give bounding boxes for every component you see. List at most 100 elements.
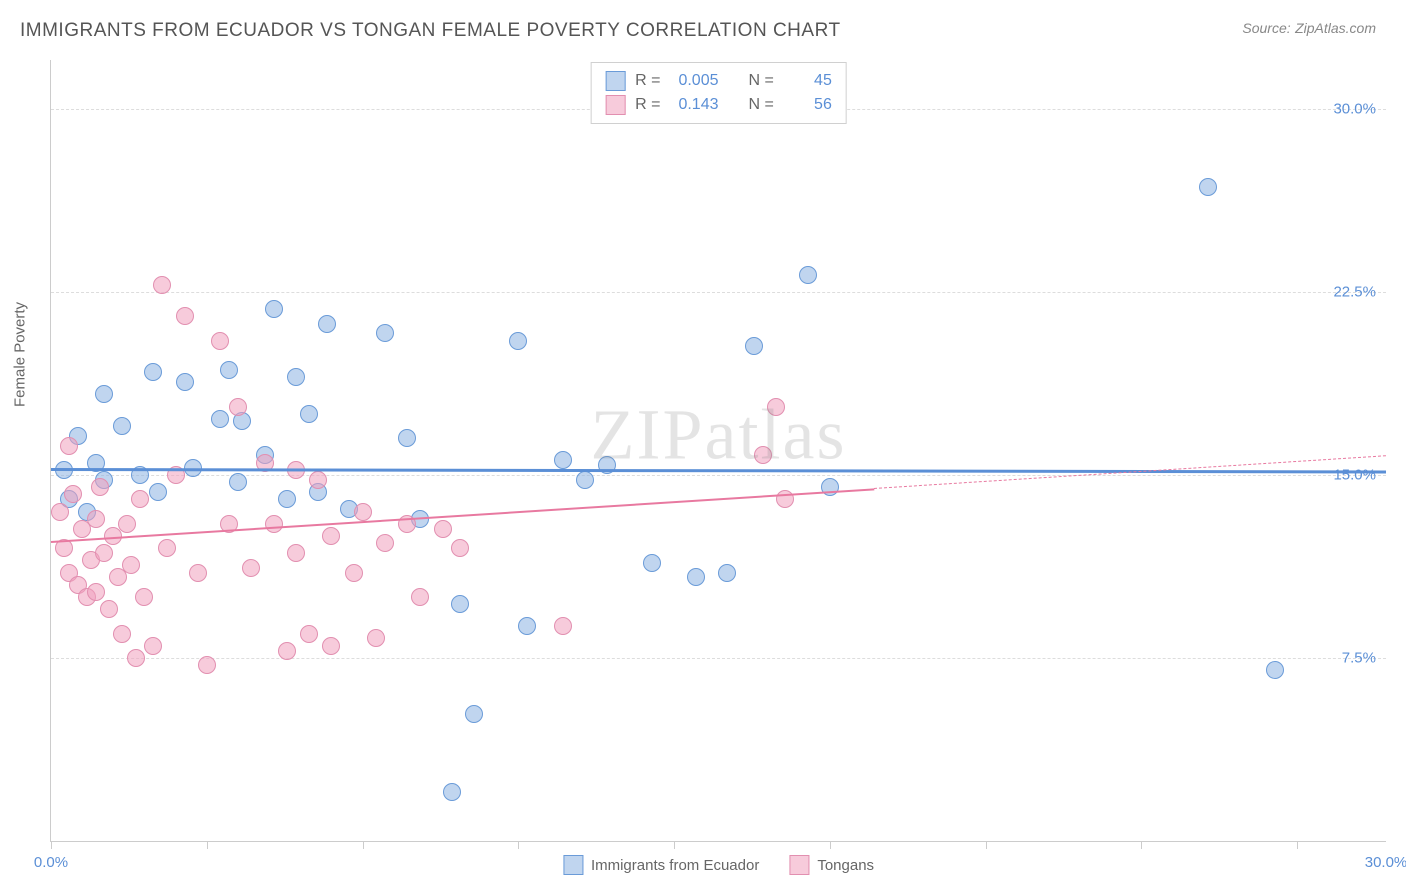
data-point[interactable]	[265, 515, 283, 533]
data-point[interactable]	[745, 337, 763, 355]
data-point[interactable]	[242, 559, 260, 577]
data-point[interactable]	[767, 398, 785, 416]
data-point[interactable]	[518, 617, 536, 635]
legend-series: Immigrants from Ecuador Tongans	[563, 855, 874, 875]
data-point[interactable]	[718, 564, 736, 582]
data-point[interactable]	[509, 332, 527, 350]
data-point[interactable]	[322, 637, 340, 655]
x-tick-label-max: 30.0%	[1365, 854, 1406, 871]
data-point[interactable]	[60, 437, 78, 455]
data-point[interactable]	[95, 385, 113, 403]
data-point[interactable]	[376, 324, 394, 342]
n-value-ecuador: 45	[784, 72, 832, 90]
n-value-tongan: 56	[784, 96, 832, 114]
data-point[interactable]	[220, 361, 238, 379]
data-point[interactable]	[51, 503, 69, 521]
x-tick	[207, 841, 208, 849]
data-point[interactable]	[300, 405, 318, 423]
data-point[interactable]	[278, 642, 296, 660]
legend-row-ecuador: R = 0.005 N = 45	[605, 69, 832, 93]
data-point[interactable]	[754, 446, 772, 464]
data-point[interactable]	[176, 307, 194, 325]
data-point[interactable]	[643, 554, 661, 572]
chart-container: Female Poverty ZIPatlas R = 0.005 N = 45…	[50, 60, 1386, 842]
data-point[interactable]	[153, 276, 171, 294]
data-point[interactable]	[265, 300, 283, 318]
data-point[interactable]	[118, 515, 136, 533]
data-point[interactable]	[278, 490, 296, 508]
data-point[interactable]	[398, 429, 416, 447]
data-point[interactable]	[176, 373, 194, 391]
legend-item-tongan[interactable]: Tongans	[789, 855, 874, 875]
data-point[interactable]	[434, 520, 452, 538]
data-point[interactable]	[367, 629, 385, 647]
data-point[interactable]	[465, 705, 483, 723]
source-attribution: Source: ZipAtlas.com	[1242, 20, 1376, 38]
legend-swatch-tongan-icon	[789, 855, 809, 875]
data-point[interactable]	[687, 568, 705, 586]
data-point[interactable]	[211, 410, 229, 428]
y-tick-label: 22.5%	[1333, 283, 1376, 300]
r-label: R =	[635, 96, 660, 114]
data-point[interactable]	[287, 368, 305, 386]
data-point[interactable]	[149, 483, 167, 501]
data-point[interactable]	[64, 485, 82, 503]
data-point[interactable]	[131, 490, 149, 508]
data-point[interactable]	[122, 556, 140, 574]
data-point[interactable]	[95, 544, 113, 562]
trend-line-tongan-solid	[51, 488, 874, 543]
data-point[interactable]	[554, 617, 572, 635]
data-point[interactable]	[1266, 661, 1284, 679]
x-tick-label-min: 0.0%	[34, 854, 68, 871]
legend-label-tongan: Tongans	[817, 857, 874, 874]
grid-line	[51, 292, 1386, 293]
data-point[interactable]	[322, 527, 340, 545]
x-tick	[830, 841, 831, 849]
n-label: N =	[749, 72, 774, 90]
x-tick	[518, 841, 519, 849]
data-point[interactable]	[451, 595, 469, 613]
data-point[interactable]	[287, 544, 305, 562]
legend-item-ecuador[interactable]: Immigrants from Ecuador	[563, 855, 759, 875]
data-point[interactable]	[144, 637, 162, 655]
data-point[interactable]	[1199, 178, 1217, 196]
data-point[interactable]	[229, 473, 247, 491]
data-point[interactable]	[554, 451, 572, 469]
data-point[interactable]	[345, 564, 363, 582]
data-point[interactable]	[127, 649, 145, 667]
x-tick	[1141, 841, 1142, 849]
data-point[interactable]	[198, 656, 216, 674]
data-point[interactable]	[318, 315, 336, 333]
source-value: ZipAtlas.com	[1295, 20, 1376, 36]
data-point[interactable]	[189, 564, 207, 582]
data-point[interactable]	[158, 539, 176, 557]
data-point[interactable]	[87, 510, 105, 528]
data-point[interactable]	[376, 534, 394, 552]
legend-swatch-tongan	[605, 95, 625, 115]
grid-line	[51, 658, 1386, 659]
data-point[interactable]	[443, 783, 461, 801]
r-value-ecuador: 0.005	[671, 72, 719, 90]
data-point[interactable]	[411, 588, 429, 606]
data-point[interactable]	[144, 363, 162, 381]
x-tick	[986, 841, 987, 849]
data-point[interactable]	[799, 266, 817, 284]
legend-swatch-ecuador	[605, 71, 625, 91]
data-point[interactable]	[354, 503, 372, 521]
y-tick-label: 7.5%	[1342, 649, 1376, 666]
data-point[interactable]	[300, 625, 318, 643]
data-point[interactable]	[309, 471, 327, 489]
data-point[interactable]	[211, 332, 229, 350]
n-label: N =	[749, 96, 774, 114]
data-point[interactable]	[229, 398, 247, 416]
data-point[interactable]	[91, 478, 109, 496]
data-point[interactable]	[113, 417, 131, 435]
legend-correlation-box: R = 0.005 N = 45 R = 0.143 N = 56	[590, 62, 847, 124]
data-point[interactable]	[87, 583, 105, 601]
data-point[interactable]	[576, 471, 594, 489]
data-point[interactable]	[451, 539, 469, 557]
data-point[interactable]	[135, 588, 153, 606]
data-point[interactable]	[113, 625, 131, 643]
data-point[interactable]	[100, 600, 118, 618]
legend-swatch-ecuador-icon	[563, 855, 583, 875]
